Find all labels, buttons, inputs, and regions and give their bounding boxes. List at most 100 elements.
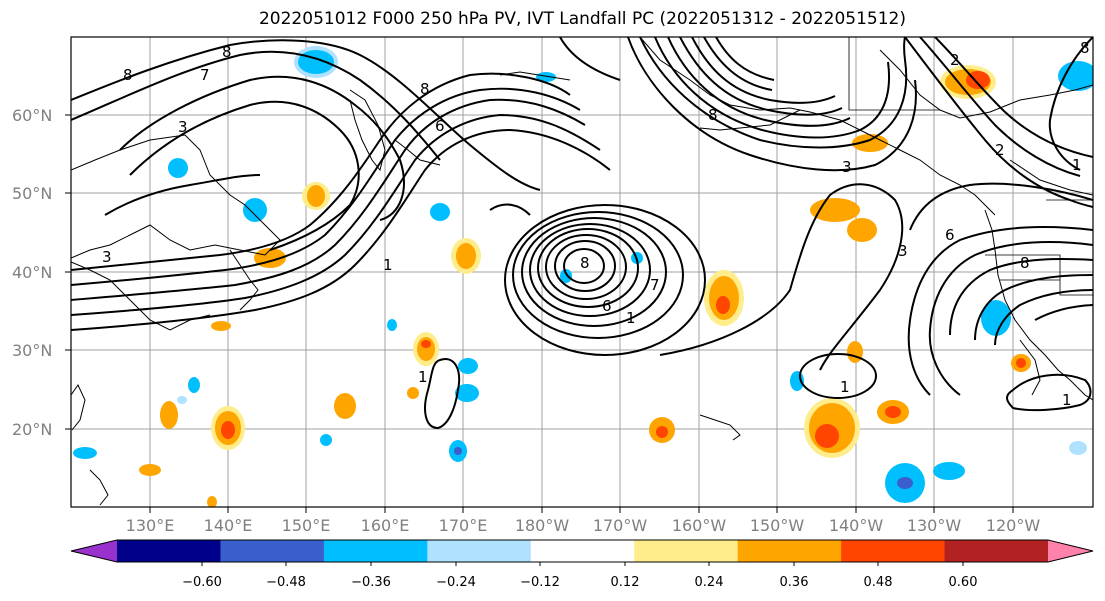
colorbar-segment — [634, 540, 739, 562]
pv-contour-line — [659, 183, 904, 371]
colorbar-extend-high — [1048, 540, 1093, 562]
lat-label: 20°N — [12, 420, 52, 439]
colorbar-extend-low — [71, 540, 117, 562]
ivt-positive-shading — [139, 65, 1031, 507]
ivt-blob — [536, 72, 556, 82]
ivt-blob — [243, 198, 267, 222]
lon-label: 160°E — [361, 516, 410, 535]
pv-contour-line — [424, 358, 460, 430]
ivt-blob — [430, 203, 450, 221]
pv-contour-line — [994, 289, 1093, 346]
pv-contour-line — [934, 37, 1093, 158]
ivt-blob — [656, 426, 668, 438]
ivt-blob — [454, 447, 462, 455]
contour-labels: 3 3 7 8 8 8 6 1 8 6 7 1 8 3 3 6 2 2 8 1 … — [102, 39, 1090, 409]
contour-label: 2 — [950, 51, 960, 69]
pv-contour-line — [715, 37, 775, 81]
ivt-blob — [815, 424, 839, 448]
ivt-blob — [847, 218, 877, 242]
colorbar-tick-labels: −0.60 −0.48 −0.36 −0.24 −0.12 0.12 0.24 … — [182, 575, 977, 590]
pv-contour-line — [554, 240, 616, 292]
ivt-blob — [139, 464, 161, 476]
colorbar-segment — [323, 540, 428, 562]
pv-contour-line — [104, 174, 261, 216]
ivt-blob — [885, 406, 901, 418]
lat-label: 60°N — [12, 106, 52, 125]
lon-label: 140°W — [829, 516, 884, 535]
lon-label: 150°W — [750, 516, 805, 535]
lat-label: 30°N — [12, 341, 52, 360]
colorbar-tick-label: 0.60 — [949, 575, 978, 590]
pv-contour-line — [679, 37, 843, 116]
contour-label: 8 — [708, 106, 718, 124]
contour-label: 8 — [420, 80, 430, 98]
contour-label: 1 — [626, 309, 636, 327]
pv-contour-line — [627, 37, 917, 172]
contour-label: 8 — [1080, 39, 1090, 57]
contour-label: 8 — [1020, 254, 1030, 272]
colorbar-segment — [220, 540, 325, 562]
map-title: 2022051012 F000 250 hPa PV, IVT Landfall… — [258, 9, 906, 29]
ivt-blob — [320, 434, 332, 446]
ivt-blob — [307, 185, 325, 207]
pv-contour-line — [1006, 373, 1092, 412]
pv-contour-line — [654, 37, 891, 139]
pv-contour-line — [928, 241, 1093, 396]
lat-label: 50°N — [12, 184, 52, 203]
colorbar-segment — [117, 540, 221, 562]
ivt-blob — [177, 396, 187, 404]
pv-contour-line — [71, 39, 541, 191]
lon-label: 150°E — [282, 516, 331, 535]
pv-contour-line — [504, 204, 706, 356]
pv-contour-line — [559, 37, 621, 81]
borders — [848, 37, 1093, 296]
pv-contour-line — [71, 87, 581, 286]
pv-contour-line — [1048, 37, 1093, 171]
contour-label: 6 — [602, 297, 612, 315]
lon-label: 130°E — [126, 516, 175, 535]
contour-label: 7 — [650, 276, 660, 294]
ivt-blob — [716, 296, 730, 314]
contour-label: 3 — [178, 118, 188, 136]
contour-label: 1 — [1072, 156, 1082, 174]
ivt-blob — [456, 243, 476, 269]
colorbar-tick-label: −0.12 — [520, 575, 560, 590]
pv-contour-line — [691, 37, 836, 104]
pv-contour-line — [667, 37, 851, 127]
ivt-blob — [852, 134, 888, 152]
ivt-blob — [455, 384, 479, 402]
colorbar-segment — [841, 540, 946, 562]
ivt-blob — [847, 341, 863, 363]
ivt-blob — [1069, 441, 1087, 455]
colorbar-tick-label: −0.36 — [351, 575, 391, 590]
pv-contour-line — [907, 226, 1093, 396]
pv-contour-line — [799, 353, 877, 399]
ivt-blob — [160, 401, 178, 429]
pv-contour-line — [537, 228, 639, 308]
colorbar-outline — [70, 539, 1094, 563]
colorbar-tick-label: 0.36 — [780, 575, 809, 590]
pv-contour-line — [489, 203, 531, 216]
contour-label: 1 — [1062, 391, 1072, 409]
ivt-blob — [933, 462, 965, 480]
ivt-blob — [966, 71, 990, 89]
contour-label: 2 — [995, 141, 1005, 159]
contour-label: 8 — [123, 66, 133, 84]
pv-contour-line — [512, 211, 684, 339]
ivt-blob — [897, 477, 913, 489]
ivt-blob — [458, 358, 478, 374]
pv-contour-line — [563, 248, 605, 284]
pv-contour-line — [129, 100, 360, 251]
pv-contour-line — [904, 37, 1093, 208]
contour-label: 8 — [580, 254, 590, 272]
ivt-blob — [810, 198, 860, 222]
colorbar-segment — [737, 540, 842, 562]
colorbar — [70, 539, 1094, 566]
lon-label: 130°W — [907, 516, 962, 535]
lon-label: 160°W — [672, 516, 727, 535]
contour-label: 7 — [200, 66, 210, 84]
colorbar-segment — [944, 540, 1049, 562]
ivt-blob — [421, 340, 431, 348]
colorbar-tick-label: 0.24 — [695, 575, 724, 590]
